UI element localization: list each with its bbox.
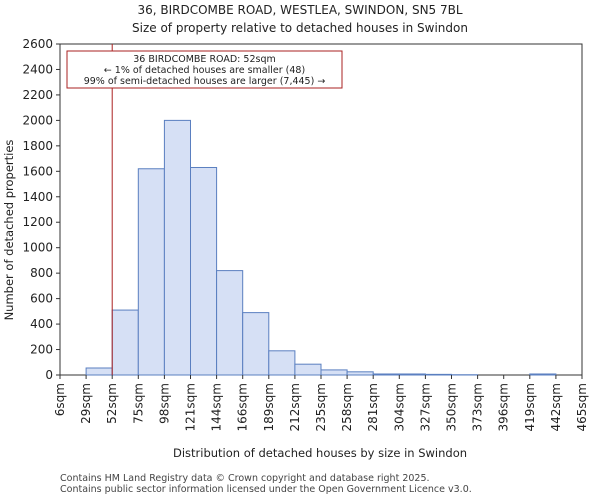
y-tick-label: 2600 [22,37,53,51]
y-tick-label: 1400 [22,190,53,204]
x-tick-label: 396sqm [497,383,511,431]
x-tick-label: 419sqm [523,383,537,431]
bar [242,312,270,376]
y-tick-label: 2200 [22,88,53,102]
x-tick-label: 29sqm [79,383,93,424]
x-tick-label: 350sqm [445,383,459,431]
x-tick-label: 327sqm [418,383,432,431]
y-axis-label: Number of detached properties [2,140,16,321]
footer-line-2: Contains public sector information licen… [60,484,472,495]
y-tick-label: 1200 [22,215,53,229]
x-tick-label: 189sqm [262,383,276,431]
bar [320,369,348,376]
chart-title: 36, BIRDCOMBE ROAD, WESTLEA, SWINDON, SN… [137,3,462,17]
x-tick-label: 75sqm [131,383,145,424]
bar [372,373,400,376]
bar [529,373,557,376]
bar [163,119,191,376]
x-tick-label: 281sqm [366,383,380,431]
bar [424,373,452,376]
y-tick-label: 400 [30,317,53,331]
annotation-line-2: ← 1% of detached houses are smaller (48) [104,65,305,76]
annotation-line-3: 99% of semi-detached houses are larger (… [84,76,326,87]
x-tick-label: 373sqm [471,383,485,431]
y-tick-label: 0 [45,368,53,382]
x-tick-label: 442sqm [549,383,563,431]
x-tick-label: 212sqm [288,383,302,431]
bar [137,168,165,376]
x-tick-label: 304sqm [392,383,406,431]
chart-subtitle: Size of property relative to detached ho… [132,21,468,35]
annotation-box [66,50,343,89]
x-tick-label: 258sqm [340,383,354,431]
y-tick-label: 800 [30,266,53,280]
bar [85,367,113,376]
x-tick-label: 121sqm [184,383,198,431]
plot-area: 0 200 400 600 800 1000 1200 1400 1600 1800 2000 220… [22,37,589,431]
x-axis-label: Distribution of detached houses by size … [173,446,467,460]
bar [398,373,426,376]
bar [111,309,139,376]
x-tick-label: 235sqm [314,383,328,431]
footer-line-1: Contains HM Land Registry data © Crown c… [60,473,430,484]
y-tick-label: 2400 [22,62,53,76]
x-tick-label: 166sqm [236,383,250,431]
x-tick-label: 52sqm [105,383,119,424]
x-tick-label: 144sqm [210,383,224,431]
y-tick-label: 2000 [22,113,53,127]
x-tick-label: 465sqm [575,383,589,431]
bar [190,166,218,376]
bar [346,371,374,376]
y-tick-label: 1000 [22,241,53,255]
y-tick-label: 200 [30,343,53,357]
y-tick-label: 600 [30,292,53,306]
bar [268,350,296,376]
x-tick-label: 6sqm [53,383,67,416]
y-tick-label: 1800 [22,139,53,153]
bar [216,270,244,376]
x-tick-label: 98sqm [157,383,171,424]
annotation-line-1: 36 BIRDCOMBE ROAD: 52sqm [133,54,275,65]
bar [294,363,322,376]
y-tick-label: 1600 [22,164,53,178]
